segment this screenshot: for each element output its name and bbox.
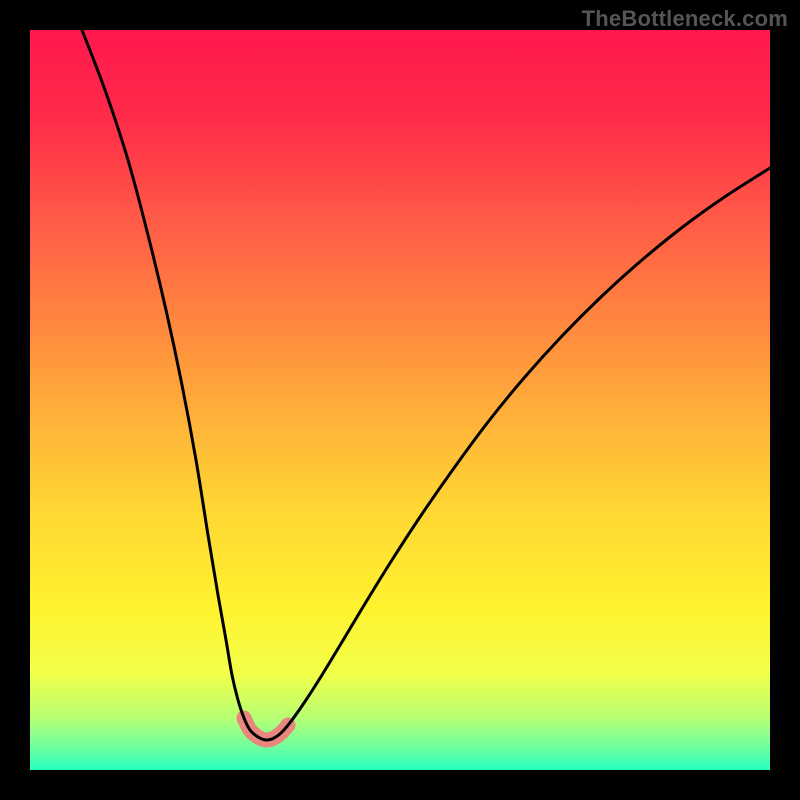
plot-area xyxy=(30,30,770,770)
watermark-text: TheBottleneck.com xyxy=(582,6,788,32)
chart-frame: TheBottleneck.com xyxy=(0,0,800,800)
gradient-background xyxy=(30,30,770,770)
bottleneck-curve-chart xyxy=(30,30,770,770)
